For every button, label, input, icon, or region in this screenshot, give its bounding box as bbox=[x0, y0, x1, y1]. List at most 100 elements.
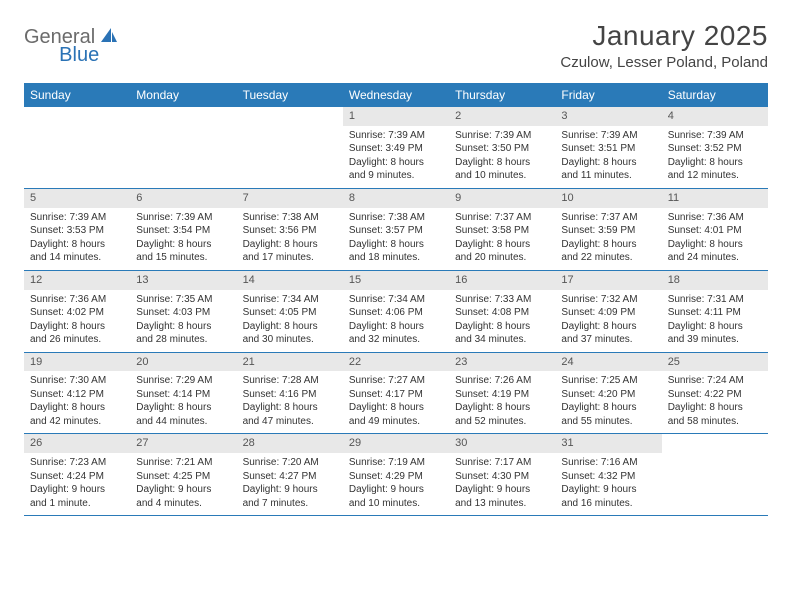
daylight-line: Daylight: 8 hours and 52 minutes. bbox=[455, 401, 549, 428]
daylight-line: Daylight: 8 hours and 18 minutes. bbox=[349, 238, 443, 265]
sunrise-line: Sunrise: 7:38 AM bbox=[243, 211, 337, 225]
week-row: 12Sunrise: 7:36 AMSunset: 4:02 PMDayligh… bbox=[24, 271, 768, 353]
day-cell: 23 Sunrise: 7:26 AMSunset: 4:19 PMDayligh… bbox=[449, 353, 555, 434]
day-body: Sunrise: 7:37 AMSunset: 3:59 PMDaylight:… bbox=[555, 208, 661, 270]
sunrise-line: Sunrise: 7:33 AM bbox=[455, 293, 549, 307]
daylight-line: Daylight: 8 hours and 15 minutes. bbox=[136, 238, 230, 265]
day-body: Sunrise: 7:25 AMSunset: 4:20 PMDaylight:… bbox=[555, 371, 661, 433]
daylight-line: Daylight: 8 hours and 32 minutes. bbox=[349, 320, 443, 347]
sunrise-line: Sunrise: 7:28 AM bbox=[243, 374, 337, 388]
daylight-line: Daylight: 8 hours and 20 minutes. bbox=[455, 238, 549, 265]
day-number bbox=[24, 107, 130, 111]
daylight-line: Daylight: 8 hours and 39 minutes. bbox=[668, 320, 762, 347]
daylight-line: Daylight: 8 hours and 55 minutes. bbox=[561, 401, 655, 428]
day-cell: 21Sunrise: 7:28 AMSunset: 4:16 PMDayligh… bbox=[237, 353, 343, 434]
daylight-line: Daylight: 9 hours and 16 minutes. bbox=[561, 483, 655, 510]
day-cell: 11Sunrise: 7:36 AMSunset: 4:01 PMDayligh… bbox=[662, 189, 768, 270]
day-cell: 29Sunrise: 7:19 AMSunset: 4:29 PMDayligh… bbox=[343, 434, 449, 515]
day-cell: 31Sunrise: 7:16 AMSunset: 4:32 PMDayligh… bbox=[555, 434, 661, 515]
day-body: Sunrise: 7:37 AMSunset: 3:58 PMDaylight:… bbox=[449, 208, 555, 270]
sunrise-line: Sunrise: 7:39 AM bbox=[455, 129, 549, 143]
day-number bbox=[662, 434, 768, 438]
day-number: 6 bbox=[130, 189, 236, 208]
day-number: 20 bbox=[130, 353, 236, 372]
day-body: Sunrise: 7:35 AMSunset: 4:03 PMDaylight:… bbox=[130, 290, 236, 352]
daylight-line: Daylight: 8 hours and 49 minutes. bbox=[349, 401, 443, 428]
day-number: 23 bbox=[449, 353, 555, 372]
day-cell: 18Sunrise: 7:31 AMSunset: 4:11 PMDayligh… bbox=[662, 271, 768, 352]
day-number: 4 bbox=[662, 107, 768, 126]
sunset-line: Sunset: 3:57 PM bbox=[349, 224, 443, 238]
sunrise-line: Sunrise: 7:17 AM bbox=[455, 456, 549, 470]
day-number: 12 bbox=[24, 271, 130, 290]
day-cell: 26Sunrise: 7:23 AMSunset: 4:24 PMDayligh… bbox=[24, 434, 130, 515]
day-body: Sunrise: 7:33 AMSunset: 4:08 PMDaylight:… bbox=[449, 290, 555, 352]
sunrise-line: Sunrise: 7:29 AM bbox=[136, 374, 230, 388]
day-number: 31 bbox=[555, 434, 661, 453]
sunrise-line: Sunrise: 7:26 AM bbox=[455, 374, 549, 388]
week-row: 26Sunrise: 7:23 AMSunset: 4:24 PMDayligh… bbox=[24, 434, 768, 516]
day-body: Sunrise: 7:38 AMSunset: 3:56 PMDaylight:… bbox=[237, 208, 343, 270]
day-cell: 22Sunrise: 7:27 AMSunset: 4:17 PMDayligh… bbox=[343, 353, 449, 434]
weekday-header: Friday bbox=[555, 83, 661, 107]
sunrise-line: Sunrise: 7:21 AM bbox=[136, 456, 230, 470]
day-cell: 12Sunrise: 7:36 AMSunset: 4:02 PMDayligh… bbox=[24, 271, 130, 352]
logo-sail-icon bbox=[99, 26, 119, 49]
sunset-line: Sunset: 4:29 PM bbox=[349, 470, 443, 484]
sunset-line: Sunset: 4:22 PM bbox=[668, 388, 762, 402]
day-body: Sunrise: 7:39 AMSunset: 3:52 PMDaylight:… bbox=[662, 126, 768, 188]
sunset-line: Sunset: 4:19 PM bbox=[455, 388, 549, 402]
daylight-line: Daylight: 8 hours and 37 minutes. bbox=[561, 320, 655, 347]
daylight-line: Daylight: 9 hours and 4 minutes. bbox=[136, 483, 230, 510]
day-body: Sunrise: 7:24 AMSunset: 4:22 PMDaylight:… bbox=[662, 371, 768, 433]
day-cell: 1Sunrise: 7:39 AMSunset: 3:49 PMDaylight… bbox=[343, 107, 449, 188]
day-cell: 9Sunrise: 7:37 AMSunset: 3:58 PMDaylight… bbox=[449, 189, 555, 270]
day-number: 16 bbox=[449, 271, 555, 290]
sunset-line: Sunset: 4:27 PM bbox=[243, 470, 337, 484]
sunrise-line: Sunrise: 7:30 AM bbox=[30, 374, 124, 388]
day-body: Sunrise: 7:21 AMSunset: 4:25 PMDaylight:… bbox=[130, 453, 236, 515]
daylight-line: Daylight: 8 hours and 10 minutes. bbox=[455, 156, 549, 183]
day-number: 21 bbox=[237, 353, 343, 372]
sunset-line: Sunset: 4:24 PM bbox=[30, 470, 124, 484]
sunrise-line: Sunrise: 7:25 AM bbox=[561, 374, 655, 388]
day-body: Sunrise: 7:39 AMSunset: 3:53 PMDaylight:… bbox=[24, 208, 130, 270]
daylight-line: Daylight: 8 hours and 26 minutes. bbox=[30, 320, 124, 347]
day-cell: 13Sunrise: 7:35 AMSunset: 4:03 PMDayligh… bbox=[130, 271, 236, 352]
weekday-header: Sunday bbox=[24, 83, 130, 107]
sunrise-line: Sunrise: 7:39 AM bbox=[30, 211, 124, 225]
sunrise-line: Sunrise: 7:36 AM bbox=[30, 293, 124, 307]
sunrise-line: Sunrise: 7:38 AM bbox=[349, 211, 443, 225]
sunset-line: Sunset: 3:49 PM bbox=[349, 142, 443, 156]
daylight-line: Daylight: 8 hours and 12 minutes. bbox=[668, 156, 762, 183]
day-number: 29 bbox=[343, 434, 449, 453]
weekday-header-row: SundayMondayTuesdayWednesdayThursdayFrid… bbox=[24, 83, 768, 107]
logo-text-blue: Blue bbox=[59, 44, 99, 67]
day-body: Sunrise: 7:39 AMSunset: 3:51 PMDaylight:… bbox=[555, 126, 661, 188]
sunset-line: Sunset: 4:25 PM bbox=[136, 470, 230, 484]
weekday-header: Tuesday bbox=[237, 83, 343, 107]
day-number: 14 bbox=[237, 271, 343, 290]
sunrise-line: Sunrise: 7:34 AM bbox=[243, 293, 337, 307]
day-number: 25 bbox=[662, 353, 768, 372]
day-number: 27 bbox=[130, 434, 236, 453]
day-cell: 17Sunrise: 7:32 AMSunset: 4:09 PMDayligh… bbox=[555, 271, 661, 352]
day-cell: 6Sunrise: 7:39 AMSunset: 3:54 PMDaylight… bbox=[130, 189, 236, 270]
weekday-header: Thursday bbox=[449, 83, 555, 107]
day-body: Sunrise: 7:39 AMSunset: 3:54 PMDaylight:… bbox=[130, 208, 236, 270]
sunset-line: Sunset: 4:30 PM bbox=[455, 470, 549, 484]
daylight-line: Daylight: 8 hours and 47 minutes. bbox=[243, 401, 337, 428]
day-number: 24 bbox=[555, 353, 661, 372]
day-cell: 2Sunrise: 7:39 AMSunset: 3:50 PMDaylight… bbox=[449, 107, 555, 188]
daylight-line: Daylight: 8 hours and 58 minutes. bbox=[668, 401, 762, 428]
sunrise-line: Sunrise: 7:36 AM bbox=[668, 211, 762, 225]
weekday-header: Monday bbox=[130, 83, 236, 107]
week-row: 5Sunrise: 7:39 AMSunset: 3:53 PMDaylight… bbox=[24, 189, 768, 271]
sunrise-line: Sunrise: 7:39 AM bbox=[136, 211, 230, 225]
day-number: 19 bbox=[24, 353, 130, 372]
day-cell: 10Sunrise: 7:37 AMSunset: 3:59 PMDayligh… bbox=[555, 189, 661, 270]
daylight-line: Daylight: 8 hours and 44 minutes. bbox=[136, 401, 230, 428]
day-cell bbox=[662, 434, 768, 515]
daylight-line: Daylight: 9 hours and 13 minutes. bbox=[455, 483, 549, 510]
day-body: Sunrise: 7:36 AMSunset: 4:02 PMDaylight:… bbox=[24, 290, 130, 352]
